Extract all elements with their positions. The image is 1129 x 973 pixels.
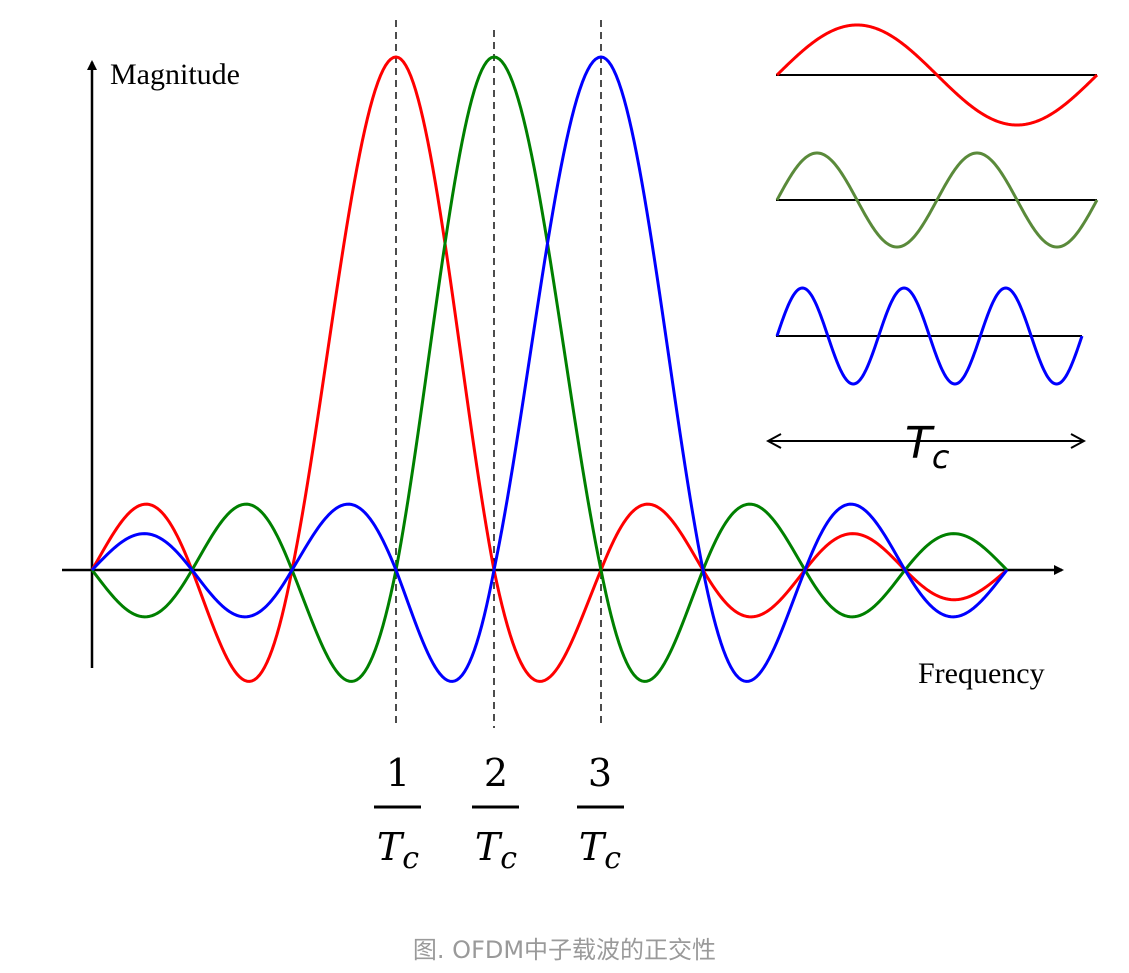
tick-2-denominator-base: T xyxy=(475,825,503,869)
tick-3-denominator-sub: c xyxy=(604,841,621,876)
tick-3-denominator: Tc xyxy=(579,825,621,876)
subcarrier-spectra xyxy=(90,55,1009,683)
tick-label-2: 2 Tc xyxy=(472,751,519,876)
inset-wave-3 xyxy=(775,286,1084,386)
inset-wave-1 xyxy=(775,23,1099,127)
spectrum-curve-3 xyxy=(90,55,1009,683)
tick-label-3: 3 Tc xyxy=(577,751,624,876)
y-axis-label: Magnitude xyxy=(110,58,240,91)
tick-1-numerator: 1 xyxy=(386,751,410,795)
tick-2-denominator: Tc xyxy=(475,825,517,876)
inset-wave-2 xyxy=(775,151,1099,249)
period-label-base: T xyxy=(905,418,935,469)
inset-waves xyxy=(775,23,1099,386)
tick-2-denominator-sub: c xyxy=(500,841,517,876)
x-axis-label: Frequency xyxy=(918,657,1045,690)
tick-3-denominator-base: T xyxy=(579,825,607,869)
tick-label-1: 1 Tc xyxy=(374,751,421,876)
tick-1-denominator-base: T xyxy=(377,825,405,869)
time-domain-inset: Tc xyxy=(768,23,1099,476)
spectrum-curve-2 xyxy=(90,55,1009,683)
tick-3-numerator: 3 xyxy=(588,751,612,795)
period-label: Tc xyxy=(905,418,950,476)
figure-caption: 图. OFDM中子载波的正交性 xyxy=(412,936,717,964)
spectrum-curve-1 xyxy=(90,55,1008,683)
period-label-sub: c xyxy=(932,438,950,476)
tick-1-denominator: Tc xyxy=(377,825,419,876)
tick-1-denominator-sub: c xyxy=(402,841,419,876)
tick-2-numerator: 2 xyxy=(484,751,508,795)
